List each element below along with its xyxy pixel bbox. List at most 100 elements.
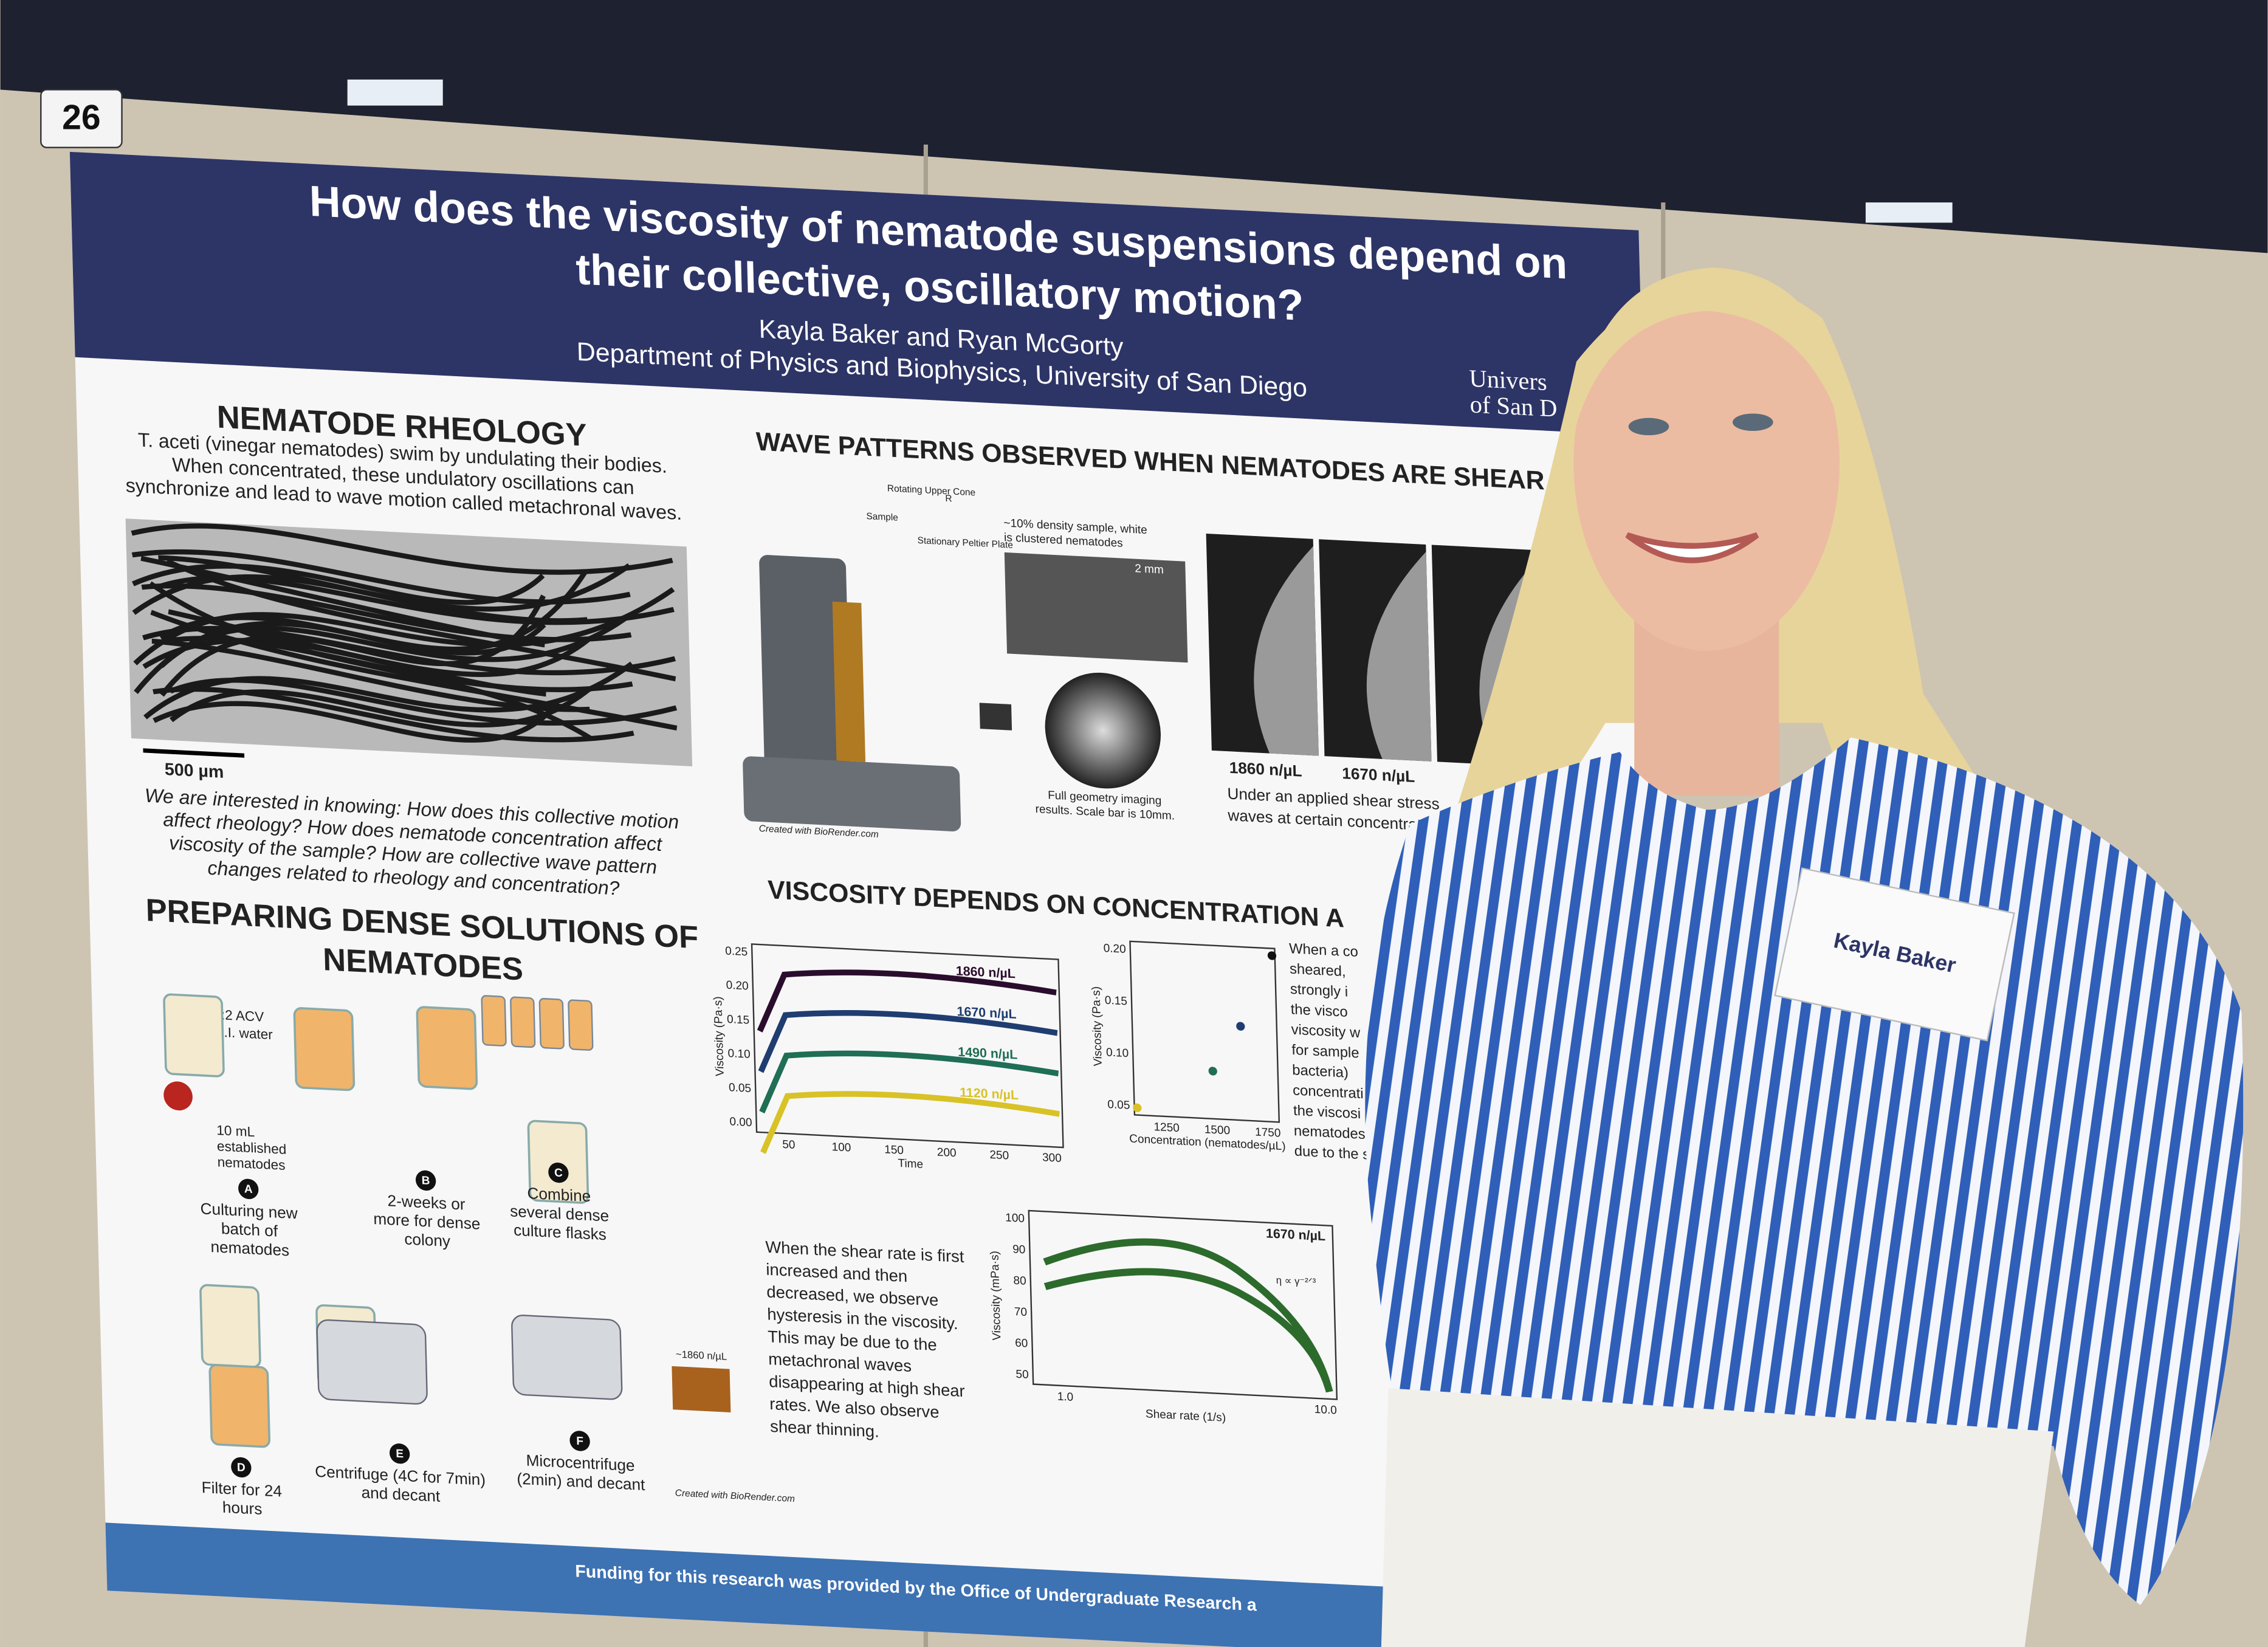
- step-marker: [238, 1178, 259, 1200]
- image-label: 1670 n/µL: [1342, 764, 1415, 786]
- wave-edge: [1254, 546, 1319, 756]
- x-tick-label: 150: [884, 1143, 904, 1157]
- nematode: [166, 559, 676, 682]
- step-marker: [548, 1162, 569, 1183]
- nematode: [158, 555, 588, 624]
- axis-label: Time: [898, 1157, 923, 1171]
- scale-label: 500 µm: [164, 760, 224, 782]
- nematode: [142, 625, 676, 676]
- badge-card: [40, 89, 123, 148]
- step-label: nematodes: [210, 1237, 289, 1259]
- scale-label: 2 mm: [1135, 562, 1164, 576]
- ceiling: [0, 0, 2268, 253]
- name-tag-group: Kayla Baker: [1774, 867, 2015, 1042]
- poster-sheet: [69, 151, 1676, 1647]
- small-flask: [481, 995, 507, 1047]
- eye: [1733, 413, 1773, 432]
- pellet-photo: [672, 1366, 731, 1412]
- step-letter: F: [576, 1435, 583, 1448]
- ceiling-light: [1865, 202, 1953, 223]
- y-tick-label: 0.10: [727, 1047, 751, 1061]
- micrograph: [1004, 552, 1188, 663]
- step-label: hours: [222, 1498, 262, 1518]
- data-point: [1208, 1067, 1217, 1076]
- x-tick-label: 1750: [1255, 1126, 1281, 1140]
- side-text: sheared,: [1290, 961, 1346, 980]
- side-text: viscosity w: [1291, 1022, 1361, 1042]
- viscosity-trace: [759, 1050, 1059, 1114]
- step-label: colony: [404, 1229, 451, 1250]
- series-label: 1860 n/µL: [955, 963, 1015, 981]
- y-tick-label: 0.00: [729, 1115, 752, 1129]
- step-marker: [231, 1457, 252, 1478]
- step-label: batch of: [221, 1219, 279, 1240]
- axis-label: Viscosity (mPa·s): [989, 1251, 1004, 1341]
- lab-vessel: [527, 1119, 589, 1204]
- step-letter: A: [244, 1183, 253, 1196]
- step-letter: B: [422, 1174, 430, 1188]
- rheometer-body: [759, 555, 852, 805]
- lab-vessel: [163, 993, 225, 1078]
- y-tick-label: 60: [1015, 1337, 1028, 1350]
- geometry-image: [1045, 672, 1161, 789]
- x-tick-label: 250: [989, 1149, 1009, 1163]
- y-tick-label: 100: [1005, 1211, 1025, 1225]
- step-label: Combine: [527, 1184, 591, 1205]
- x-tick-label: 10.0: [1314, 1403, 1338, 1417]
- x-tick-label: 1250: [1153, 1121, 1180, 1135]
- y-tick-label: 0.25: [725, 945, 748, 959]
- ceiling-light: [347, 79, 443, 106]
- x-tick-label: 100: [831, 1141, 851, 1155]
- data-point: [1267, 951, 1277, 960]
- nematode: [159, 612, 633, 669]
- step-marker: [415, 1170, 436, 1191]
- y-tick-label: 90: [1012, 1243, 1026, 1256]
- x-tick-label: 200: [937, 1146, 957, 1160]
- y-tick-label: 80: [1013, 1274, 1026, 1288]
- rheometer-accent: [832, 601, 866, 762]
- side-text: bacteria): [1292, 1062, 1349, 1081]
- nematode: [143, 661, 634, 720]
- person: Kayla Baker: [1365, 267, 2244, 1647]
- shirt: [1365, 737, 2244, 1606]
- side-text: When a co: [1289, 940, 1358, 960]
- eye: [1628, 418, 1669, 436]
- face: [1573, 275, 1840, 651]
- series-label: 1490 n/µL: [958, 1045, 1018, 1062]
- viscosity-trace: [758, 1009, 1058, 1073]
- step-letter: E: [396, 1448, 404, 1461]
- fringe: [1573, 267, 1844, 434]
- hysteresis-curve: [1043, 1268, 1333, 1393]
- y-tick-label: 70: [1014, 1305, 1028, 1319]
- lab-vessel: [208, 1364, 271, 1448]
- nematode: [153, 686, 634, 743]
- wave-edge: [1366, 551, 1432, 762]
- nematode: [140, 555, 545, 648]
- chart-frame: [751, 943, 1064, 1149]
- rheometer-label: Sample: [866, 511, 898, 523]
- y-tick-label: 0.15: [727, 1013, 750, 1027]
- chart-label: 1670 n/µL: [1266, 1226, 1326, 1243]
- step-letter: C: [554, 1166, 563, 1180]
- poster-banner: [69, 151, 1644, 436]
- side-text: due to the s: [1294, 1143, 1370, 1163]
- nematode: [131, 523, 673, 575]
- axis-label: Viscosity (Pa·s): [712, 996, 726, 1077]
- small-flask: [510, 996, 536, 1048]
- nematode: [159, 615, 546, 656]
- icon-label: established: [217, 1138, 287, 1157]
- x-tick-label: 50: [782, 1138, 796, 1152]
- step-marker: [389, 1443, 410, 1464]
- y-tick-label: 0.10: [1106, 1046, 1129, 1060]
- centrifuge: [511, 1315, 623, 1400]
- logo-text: of San D: [1469, 390, 1558, 422]
- y-tick-label: 0.05: [729, 1081, 752, 1095]
- y-tick-label: 0.05: [1107, 1098, 1130, 1112]
- series-label: 1670 n/µL: [957, 1004, 1017, 1022]
- side-text: the visco: [1290, 1001, 1348, 1020]
- lab-vessel: [199, 1284, 261, 1368]
- step-marker: [569, 1431, 590, 1451]
- data-point: [1236, 1022, 1245, 1031]
